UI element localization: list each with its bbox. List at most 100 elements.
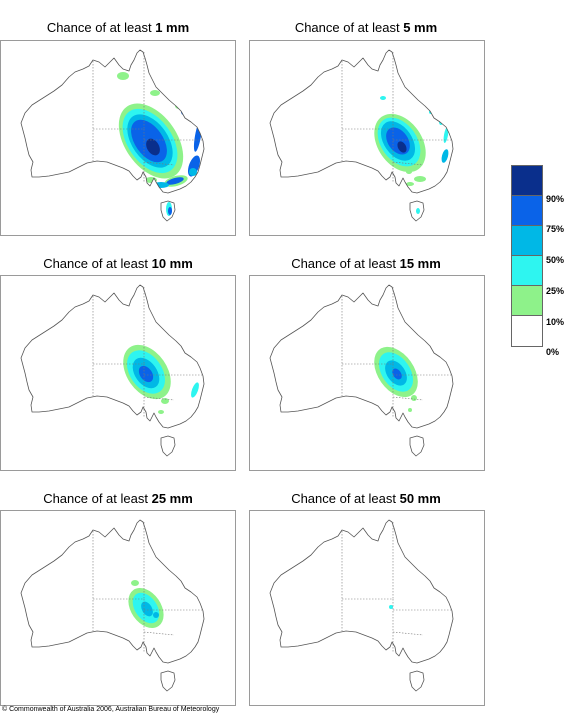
legend-swatch-10 [512, 286, 542, 316]
rainfall-probability-areas [123, 317, 199, 414]
rainfall-area [414, 176, 426, 182]
rainfall-area [161, 398, 169, 404]
australia-map-5mm [269, 49, 454, 222]
panel-title-amount: 25 mm [151, 491, 193, 506]
panel-title-prefix: Chance of at least [291, 491, 400, 506]
rainfall-area [443, 127, 449, 143]
state-border [143, 161, 175, 166]
legend-swatch-50 [512, 226, 542, 256]
tasmania-coastline [160, 670, 176, 692]
copyright-notice: © Commonwealth of Australia 2006, Austra… [2, 706, 220, 713]
rainfall-area [397, 141, 407, 153]
state-borders [92, 52, 202, 182]
mainland-coastline [269, 49, 454, 194]
rainfall-area [416, 208, 420, 214]
australia-map-50mm [269, 519, 454, 692]
legend-label-0: 0% [546, 347, 560, 357]
rainfall-area [424, 317, 428, 323]
panel-title-prefix: Chance of at least [46, 20, 156, 35]
panel-title-amount: 15 mm [399, 256, 441, 271]
mainland-coastline [20, 284, 205, 429]
panel-title-amount: 10 mm [151, 256, 193, 271]
legend-swatch-25 [512, 256, 542, 286]
panel-title-15mm: Chance of at least 15 mm [248, 256, 484, 272]
rainfall-area [408, 408, 412, 412]
panel-title-amount: 50 mm [399, 491, 441, 506]
state-borders [341, 522, 451, 652]
rainfall-probability-areas [374, 317, 428, 412]
legend-swatch-0 [512, 316, 542, 346]
tasmania-coastline [409, 435, 425, 457]
state-borders [92, 522, 202, 652]
legend-label-50: 50% [546, 255, 565, 265]
rainfall-area [153, 182, 169, 188]
probability-legend [511, 165, 543, 347]
rainfall-area [411, 395, 417, 401]
rainfall-area [392, 368, 402, 380]
state-borders [341, 287, 451, 417]
mainland-coastline [269, 519, 454, 664]
rainfall-area [150, 90, 160, 96]
rainfall-area [146, 138, 160, 156]
rainfall-area [189, 168, 197, 176]
rainfall-probability-areas [389, 605, 393, 609]
state-border [392, 161, 424, 166]
rainfall-area [191, 382, 199, 398]
rainfall-area [380, 96, 386, 100]
state-border [143, 631, 175, 636]
map-panel-50mm [249, 510, 485, 706]
australia-map-15mm [269, 284, 454, 457]
panel-title-prefix: Chance of at least [291, 256, 400, 271]
rainfall-area [168, 207, 172, 215]
panel-title-10mm: Chance of at least 10 mm [0, 256, 236, 272]
panel-title-5mm: Chance of at least 5 mm [248, 20, 484, 36]
rainfall-area [158, 410, 164, 414]
rainfall-area [166, 177, 184, 185]
rainfall-probability-areas [117, 56, 203, 216]
rainfall-area [175, 317, 179, 323]
rainfall-area [389, 605, 393, 609]
rainfall-area [441, 149, 449, 163]
mainland-coastline [269, 284, 454, 429]
tasmania-coastline [409, 670, 425, 692]
panel-title-amount: 5 mm [403, 20, 438, 35]
legend-label-75: 75% [546, 224, 565, 234]
australia-map-10mm [20, 284, 205, 457]
map-panel-5mm [249, 40, 485, 236]
state-borders [92, 287, 202, 417]
legend-label-90: 90% [546, 194, 565, 204]
panel-title-50mm: Chance of at least 50 mm [248, 491, 484, 507]
panel-title-amount: 1 mm [155, 20, 190, 35]
panel-title-prefix: Chance of at least [294, 20, 404, 35]
tasmania-coastline [160, 435, 176, 457]
rainfall-area [131, 580, 139, 586]
panel-title-prefix: Chance of at least [43, 491, 152, 506]
map-panel-15mm [249, 275, 485, 471]
state-border [143, 396, 175, 401]
tasmania-coastline [160, 200, 176, 222]
map-panel-25mm [0, 510, 236, 706]
panel-title-25mm: Chance of at least 25 mm [0, 491, 236, 507]
australia-map-25mm [20, 519, 205, 692]
rainfall-area [138, 365, 154, 383]
australia-map-1mm [20, 49, 205, 222]
tasmania-coastline [409, 200, 425, 222]
state-borders [341, 52, 451, 182]
rainfall-probability-areas [128, 580, 164, 628]
rainfall-area [406, 182, 414, 186]
rainfall-area [153, 612, 159, 618]
legend-swatch-90 [512, 166, 542, 196]
rainfall-area [117, 72, 129, 80]
panel-title-prefix: Chance of at least [43, 256, 152, 271]
map-panel-1mm [0, 40, 236, 236]
rainfall-area [155, 56, 163, 78]
legend-swatch-75 [512, 196, 542, 226]
map-panel-10mm [0, 275, 236, 471]
legend-label-25: 25% [546, 286, 565, 296]
panel-title-1mm: Chance of at least 1 mm [0, 20, 236, 36]
mainland-coastline [20, 49, 205, 194]
mainland-coastline [20, 519, 205, 664]
state-border [392, 396, 424, 401]
rainfall-area [406, 170, 412, 174]
state-border [392, 631, 424, 636]
